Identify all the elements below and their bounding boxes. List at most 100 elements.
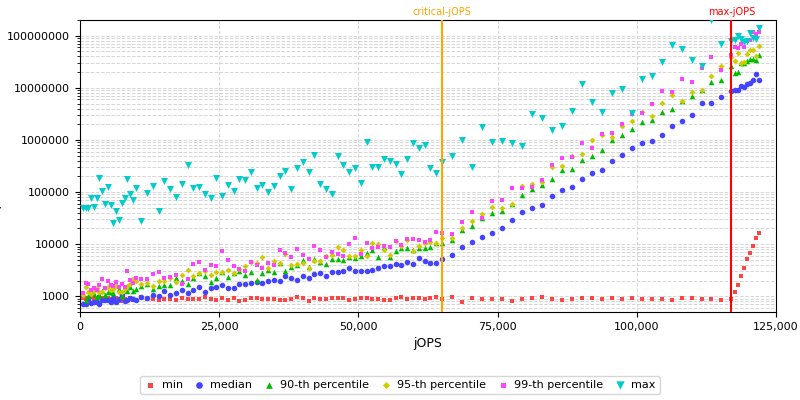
min bbox=[79, 296, 92, 302]
max bbox=[546, 126, 558, 133]
90-th percentile bbox=[152, 283, 165, 289]
min bbox=[222, 297, 234, 303]
99-th percentile bbox=[715, 67, 728, 73]
99-th percentile bbox=[319, 254, 332, 260]
95-th percentile bbox=[181, 267, 194, 274]
90-th percentile bbox=[546, 176, 558, 182]
95-th percentile bbox=[626, 118, 638, 124]
min bbox=[435, 296, 448, 302]
99-th percentile bbox=[102, 278, 114, 284]
median bbox=[586, 170, 598, 176]
median bbox=[98, 297, 111, 303]
Y-axis label: Response time, usec: Response time, usec bbox=[0, 101, 2, 231]
90-th percentile bbox=[267, 268, 280, 275]
90-th percentile bbox=[158, 282, 171, 289]
90-th percentile bbox=[104, 288, 117, 295]
min bbox=[302, 298, 315, 304]
median bbox=[372, 265, 385, 271]
min bbox=[734, 273, 747, 280]
max bbox=[383, 158, 396, 165]
95-th percentile bbox=[126, 275, 139, 282]
95-th percentile bbox=[210, 268, 222, 275]
95-th percentile bbox=[746, 47, 759, 53]
99-th percentile bbox=[210, 263, 222, 269]
median bbox=[424, 260, 437, 266]
95-th percentile bbox=[290, 261, 303, 268]
median bbox=[141, 295, 154, 301]
min bbox=[158, 296, 171, 302]
90-th percentile bbox=[475, 215, 488, 222]
90-th percentile bbox=[746, 56, 759, 62]
median bbox=[314, 270, 326, 276]
min bbox=[290, 294, 303, 301]
95-th percentile bbox=[170, 278, 182, 285]
95-th percentile bbox=[753, 43, 766, 50]
99-th percentile bbox=[731, 45, 744, 52]
median bbox=[546, 193, 558, 200]
max bbox=[655, 59, 668, 65]
95-th percentile bbox=[158, 278, 171, 284]
99-th percentile bbox=[104, 282, 117, 288]
95-th percentile bbox=[130, 278, 142, 284]
99-th percentile bbox=[475, 215, 488, 221]
min bbox=[93, 294, 106, 300]
95-th percentile bbox=[675, 98, 688, 104]
median bbox=[187, 287, 200, 293]
90-th percentile bbox=[121, 288, 134, 294]
max bbox=[107, 220, 120, 226]
99-th percentile bbox=[424, 236, 437, 243]
95-th percentile bbox=[435, 234, 448, 241]
min bbox=[102, 295, 114, 301]
max bbox=[738, 39, 750, 45]
99-th percentile bbox=[606, 130, 618, 136]
90-th percentile bbox=[418, 245, 431, 251]
median bbox=[418, 258, 431, 264]
median bbox=[308, 271, 321, 277]
max bbox=[319, 185, 332, 192]
90-th percentile bbox=[250, 276, 263, 283]
99-th percentile bbox=[705, 54, 718, 60]
90-th percentile bbox=[222, 274, 234, 280]
max bbox=[535, 115, 548, 122]
min bbox=[555, 296, 568, 303]
90-th percentile bbox=[187, 274, 200, 281]
99-th percentile bbox=[76, 290, 89, 296]
max bbox=[455, 137, 468, 143]
max bbox=[204, 194, 217, 201]
median bbox=[744, 80, 757, 86]
90-th percentile bbox=[296, 257, 309, 264]
90-th percentile bbox=[102, 288, 114, 295]
median bbox=[290, 277, 303, 283]
median bbox=[170, 290, 182, 296]
90-th percentile bbox=[430, 240, 442, 246]
90-th percentile bbox=[262, 267, 274, 273]
max bbox=[124, 191, 137, 197]
min bbox=[181, 296, 194, 302]
median bbox=[455, 244, 468, 250]
max bbox=[290, 165, 303, 171]
median bbox=[342, 265, 355, 271]
95-th percentile bbox=[204, 272, 217, 278]
99-th percentile bbox=[586, 145, 598, 152]
median bbox=[446, 251, 458, 258]
99-th percentile bbox=[372, 244, 385, 250]
max bbox=[354, 180, 367, 186]
min bbox=[204, 296, 217, 302]
90-th percentile bbox=[675, 98, 688, 104]
90-th percentile bbox=[705, 79, 718, 86]
99-th percentile bbox=[87, 284, 100, 291]
95-th percentile bbox=[595, 132, 608, 138]
median bbox=[302, 275, 315, 281]
99-th percentile bbox=[750, 31, 762, 38]
95-th percentile bbox=[279, 250, 292, 257]
min bbox=[113, 298, 126, 304]
min bbox=[526, 295, 538, 302]
95-th percentile bbox=[245, 258, 258, 265]
90-th percentile bbox=[319, 260, 332, 267]
90-th percentile bbox=[372, 254, 385, 260]
95-th percentile bbox=[725, 54, 738, 60]
min bbox=[675, 295, 688, 302]
90-th percentile bbox=[728, 70, 741, 76]
median bbox=[753, 77, 766, 83]
99-th percentile bbox=[486, 198, 498, 204]
